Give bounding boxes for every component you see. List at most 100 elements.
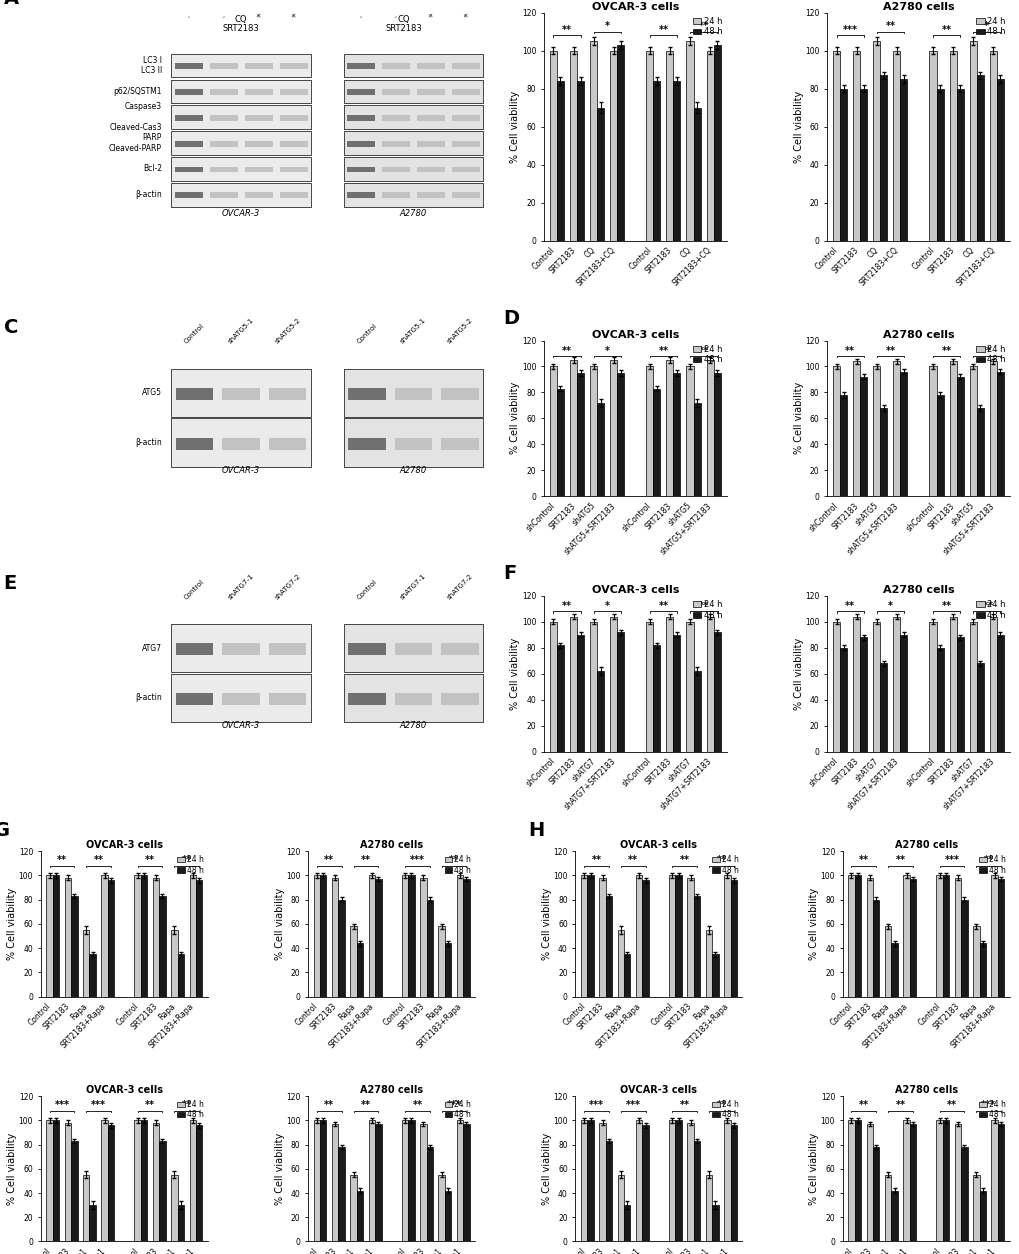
Bar — [159, 897, 165, 997]
Bar — [900, 371, 907, 497]
Bar — [949, 617, 956, 751]
Bar — [581, 875, 587, 997]
Text: **: ** — [145, 1100, 155, 1110]
Bar — [713, 632, 719, 751]
Y-axis label: % Cell viability: % Cell viability — [793, 637, 803, 710]
Text: *: * — [604, 21, 609, 31]
Text: **: ** — [982, 855, 993, 865]
Bar — [646, 366, 653, 497]
Text: shATG7-2: shATG7-2 — [445, 573, 474, 601]
Bar — [673, 372, 680, 497]
Bar — [956, 637, 963, 751]
Bar — [581, 1120, 587, 1241]
Text: **: ** — [946, 1100, 956, 1110]
Bar — [108, 880, 114, 997]
Bar — [854, 1120, 860, 1241]
Bar — [343, 79, 483, 103]
Bar — [279, 140, 307, 147]
Text: **: ** — [698, 601, 708, 611]
Bar — [949, 361, 956, 497]
Bar — [996, 371, 1003, 497]
Bar — [978, 943, 985, 997]
Title: OVCAR-3 cells: OVCAR-3 cells — [620, 1086, 697, 1096]
Bar — [859, 637, 866, 751]
Bar — [171, 930, 177, 997]
Bar — [675, 875, 682, 997]
Bar — [171, 1175, 177, 1241]
Bar — [245, 167, 272, 173]
Bar — [903, 1120, 909, 1241]
Bar — [879, 75, 887, 241]
Bar — [53, 1120, 59, 1241]
Bar — [346, 167, 375, 173]
Bar — [457, 1120, 463, 1241]
Bar — [556, 389, 564, 497]
Bar — [884, 927, 891, 997]
Bar — [596, 403, 603, 497]
Text: ***: *** — [54, 1100, 69, 1110]
Bar — [653, 645, 659, 751]
Bar — [269, 438, 306, 450]
Text: +: + — [289, 11, 298, 19]
Legend: 24 h, 48 h: 24 h, 48 h — [978, 855, 1005, 874]
Bar — [928, 622, 935, 751]
Bar — [451, 89, 479, 95]
Bar — [451, 167, 479, 173]
Legend: 24 h, 48 h: 24 h, 48 h — [711, 1100, 738, 1120]
Bar — [577, 372, 584, 497]
Title: OVCAR-3 cells: OVCAR-3 cells — [86, 1086, 163, 1096]
Bar — [343, 673, 483, 722]
Bar — [269, 693, 306, 705]
Bar — [723, 1120, 730, 1241]
Bar — [175, 643, 213, 656]
Bar — [320, 875, 326, 997]
Bar — [879, 408, 887, 497]
Bar — [706, 360, 713, 497]
Text: A2780: A2780 — [399, 721, 427, 730]
Bar — [686, 366, 693, 497]
Bar — [171, 157, 311, 181]
Bar — [346, 140, 375, 147]
Y-axis label: % Cell viability: % Cell viability — [808, 1132, 818, 1205]
Text: G: G — [0, 820, 10, 840]
Y-axis label: % Cell viability: % Cell viability — [793, 382, 803, 454]
Text: F: F — [503, 564, 517, 583]
Bar — [949, 50, 956, 241]
Text: **: ** — [980, 346, 990, 356]
Bar — [438, 927, 444, 997]
Text: Control: Control — [356, 324, 378, 345]
Text: Caspase3

Cleaved-Cas3: Caspase3 Cleaved-Cas3 — [109, 103, 162, 132]
Text: **: ** — [561, 346, 572, 356]
Bar — [852, 361, 859, 497]
Bar — [706, 617, 713, 751]
Bar — [320, 1120, 326, 1241]
Bar — [346, 192, 375, 198]
Bar — [438, 1175, 444, 1241]
Bar — [711, 954, 718, 997]
Bar — [730, 880, 737, 997]
Bar — [609, 360, 616, 497]
Bar — [101, 875, 108, 997]
Bar — [665, 50, 673, 241]
Bar — [457, 875, 463, 997]
Text: LC3 I
LC3 II: LC3 I LC3 II — [141, 55, 162, 75]
Bar — [848, 1120, 854, 1241]
Bar — [135, 1120, 141, 1241]
Text: -: - — [220, 14, 226, 19]
Title: OVCAR-3 cells: OVCAR-3 cells — [591, 586, 679, 596]
Text: **: ** — [145, 855, 155, 865]
Bar — [609, 50, 616, 241]
Bar — [64, 1122, 71, 1241]
Title: A2780 cells: A2780 cells — [360, 840, 423, 850]
Y-axis label: % Cell viability: % Cell viability — [7, 1132, 17, 1205]
Bar — [394, 643, 432, 656]
Text: **: ** — [324, 855, 334, 865]
Bar — [245, 115, 272, 120]
Bar — [956, 89, 963, 241]
Bar — [549, 50, 556, 241]
Bar — [587, 875, 593, 997]
Bar — [618, 1175, 624, 1241]
Text: shATG7-1: shATG7-1 — [399, 573, 427, 601]
Bar — [331, 878, 338, 997]
Title: OVCAR-3 cells: OVCAR-3 cells — [620, 840, 697, 850]
